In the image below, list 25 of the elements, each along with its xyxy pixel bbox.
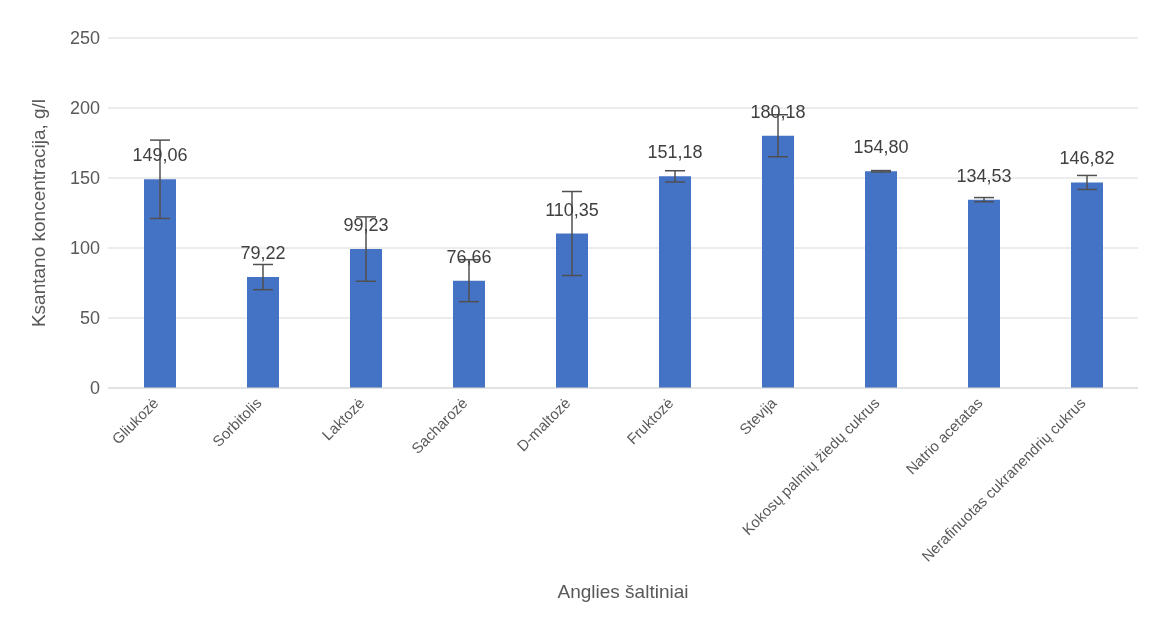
y-tick-label: 50 xyxy=(79,308,100,329)
x-axis-title: Anglies šaltiniai xyxy=(557,581,689,602)
y-tick-label: 250 xyxy=(69,28,100,49)
bar xyxy=(144,179,176,388)
data-label: 180,18 xyxy=(750,101,806,122)
bar xyxy=(968,199,1000,388)
y-tick-label: 100 xyxy=(69,238,100,259)
bar xyxy=(659,176,691,388)
y-tick-label: 200 xyxy=(69,98,100,119)
bar xyxy=(556,233,588,388)
data-label: 151,18 xyxy=(647,142,703,163)
data-label: 134,53 xyxy=(956,165,1012,186)
bar xyxy=(865,171,897,388)
bar xyxy=(1071,182,1103,388)
data-label: 79,22 xyxy=(240,243,286,264)
bar xyxy=(762,135,794,388)
data-label: 154,80 xyxy=(853,137,909,158)
bar xyxy=(350,249,382,388)
y-axis-title: Ksantano koncentracija, g/l xyxy=(27,98,49,328)
bar xyxy=(453,280,485,388)
y-tick-label: 0 xyxy=(89,378,100,399)
y-tick-label: 150 xyxy=(69,168,100,189)
bar xyxy=(247,277,279,388)
data-label: 146,82 xyxy=(1059,148,1115,169)
data-label: 76,66 xyxy=(446,246,492,267)
